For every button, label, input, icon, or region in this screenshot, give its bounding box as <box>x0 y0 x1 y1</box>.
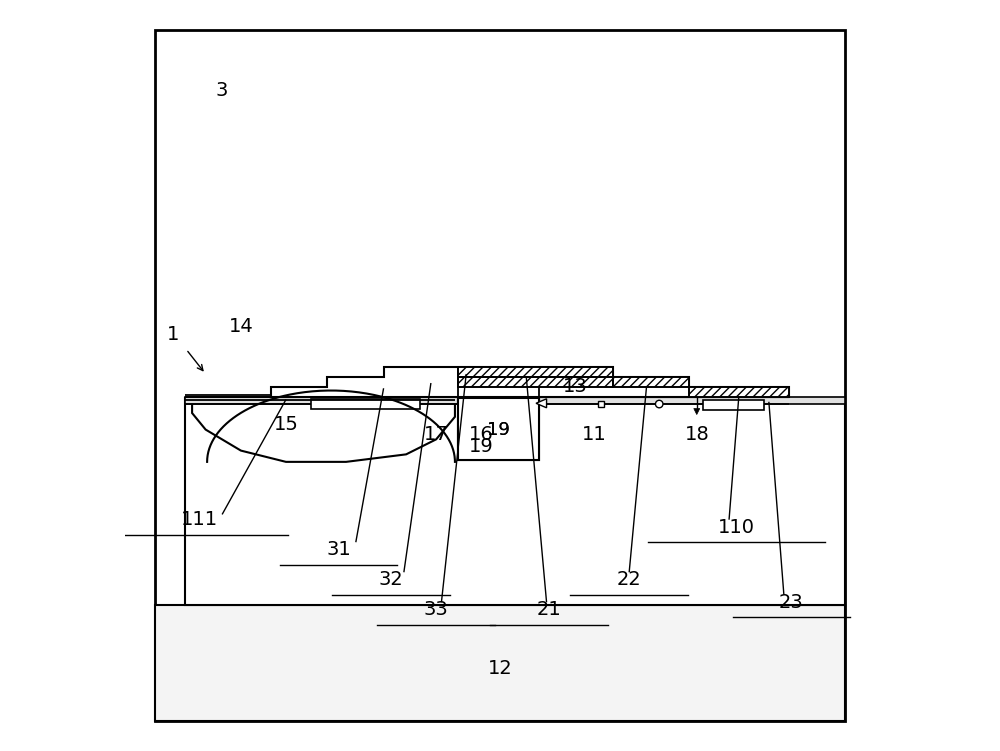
Text: 110: 110 <box>718 517 755 537</box>
Text: 1: 1 <box>167 324 180 344</box>
Text: 22: 22 <box>617 570 642 590</box>
Bar <box>458 367 613 377</box>
Bar <box>613 377 689 387</box>
Text: 32: 32 <box>379 570 403 590</box>
Text: 14: 14 <box>229 317 253 336</box>
Bar <box>458 367 613 377</box>
Polygon shape <box>192 400 455 462</box>
Text: 111: 111 <box>181 510 218 529</box>
Bar <box>185 398 845 605</box>
Bar <box>458 377 613 387</box>
Bar <box>185 397 845 404</box>
Text: 15: 15 <box>274 415 298 434</box>
Bar <box>703 400 764 410</box>
Bar <box>458 398 539 460</box>
Bar <box>458 398 539 460</box>
Text: 21: 21 <box>536 600 561 620</box>
Bar <box>458 377 613 387</box>
Text: 19: 19 <box>487 421 510 439</box>
Polygon shape <box>536 399 547 408</box>
Text: 19: 19 <box>469 437 494 457</box>
Text: 13: 13 <box>563 377 587 397</box>
Text: 3: 3 <box>216 80 228 100</box>
Text: 18: 18 <box>684 424 709 444</box>
Text: 33: 33 <box>424 600 449 620</box>
Polygon shape <box>694 409 700 415</box>
Bar <box>598 401 604 407</box>
Bar <box>689 387 789 397</box>
Text: 17: 17 <box>424 424 449 444</box>
Circle shape <box>655 400 663 408</box>
Bar <box>689 387 789 397</box>
Text: 12: 12 <box>488 659 512 678</box>
Text: 23: 23 <box>779 593 804 612</box>
Text: 31: 31 <box>326 540 351 559</box>
Bar <box>155 605 845 721</box>
Bar <box>613 377 689 387</box>
Text: 16: 16 <box>469 424 494 444</box>
Text: 11: 11 <box>582 424 606 444</box>
Bar <box>311 399 420 409</box>
Polygon shape <box>271 367 789 397</box>
Text: 19: 19 <box>487 421 510 439</box>
